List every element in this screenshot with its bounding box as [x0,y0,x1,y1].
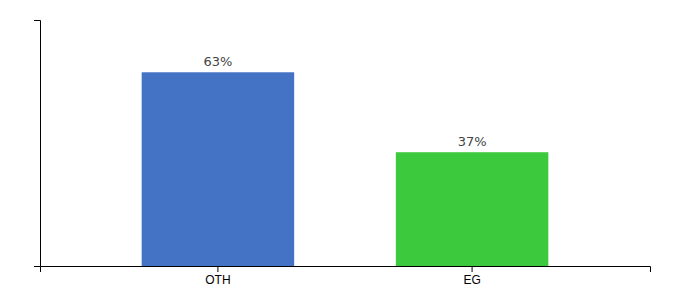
data-label: 37% [458,134,487,149]
x-tick: EG [463,266,480,287]
x-tick-label: OTH [205,273,230,287]
x-tick-mark [472,266,473,272]
x-axis-line [41,267,651,273]
bar [142,72,295,266]
plot: OTH EG 63% 37% [34,21,651,287]
x-axis: OTH EG [41,266,651,287]
chart: OTH EG 63% 37% [0,0,680,300]
data-label: 63% [203,54,232,69]
x-tick-mark [217,266,218,272]
data-labels: 63% 37% [203,54,486,149]
bar [396,152,549,266]
bars [142,72,549,266]
x-tick: OTH [205,266,230,287]
y-axis-line [34,21,41,267]
y-axis [34,21,41,267]
x-tick-label: EG [463,273,480,287]
